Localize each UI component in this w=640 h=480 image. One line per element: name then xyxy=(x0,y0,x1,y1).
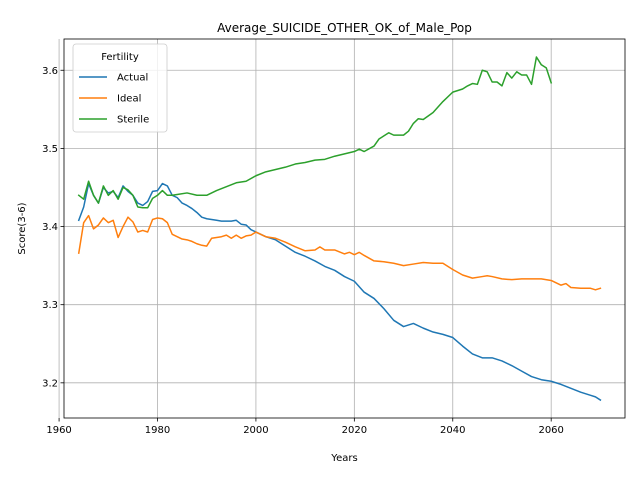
x-tick-label: 1980 xyxy=(145,425,170,436)
y-axis-label: Score(3-6) xyxy=(17,202,28,254)
axis-ticks: 1960 1980 2000 2020 2040 2060 3.2 3.3 3.4 3.5 3.6 xyxy=(42,66,564,436)
legend-label-actual: Actual xyxy=(117,73,148,84)
legend: Fertility Actual Ideal Sterile xyxy=(72,43,168,133)
x-tick-label: 2060 xyxy=(538,425,563,436)
y-tick-label: 3.4 xyxy=(42,222,58,233)
legend-title: Fertility xyxy=(101,52,139,63)
series-lines xyxy=(77,56,602,402)
series-line-ideal xyxy=(77,214,602,291)
x-tick-label: 2040 xyxy=(440,425,465,436)
y-tick-label: 3.2 xyxy=(42,378,58,389)
y-tick-label: 3.5 xyxy=(42,144,58,155)
x-tick-label: 1960 xyxy=(46,425,71,436)
legend-label-sterile: Sterile xyxy=(117,115,149,126)
y-tick-label: 3.6 xyxy=(42,66,58,77)
x-tick-label: 2020 xyxy=(342,425,367,436)
x-axis-label: Years xyxy=(330,453,357,464)
legend-entries: Actual Ideal Sterile xyxy=(79,73,149,126)
chart-title: Average_SUICIDE_OTHER_OK_of_Male_Pop xyxy=(217,21,472,35)
series-line-sterile xyxy=(77,56,553,209)
y-tick-label: 3.3 xyxy=(42,300,58,311)
x-tick-label: 2000 xyxy=(243,425,268,436)
grid xyxy=(58,39,625,418)
legend-box xyxy=(72,43,168,133)
plot-frame xyxy=(63,38,626,419)
legend-label-ideal: Ideal xyxy=(117,94,141,105)
